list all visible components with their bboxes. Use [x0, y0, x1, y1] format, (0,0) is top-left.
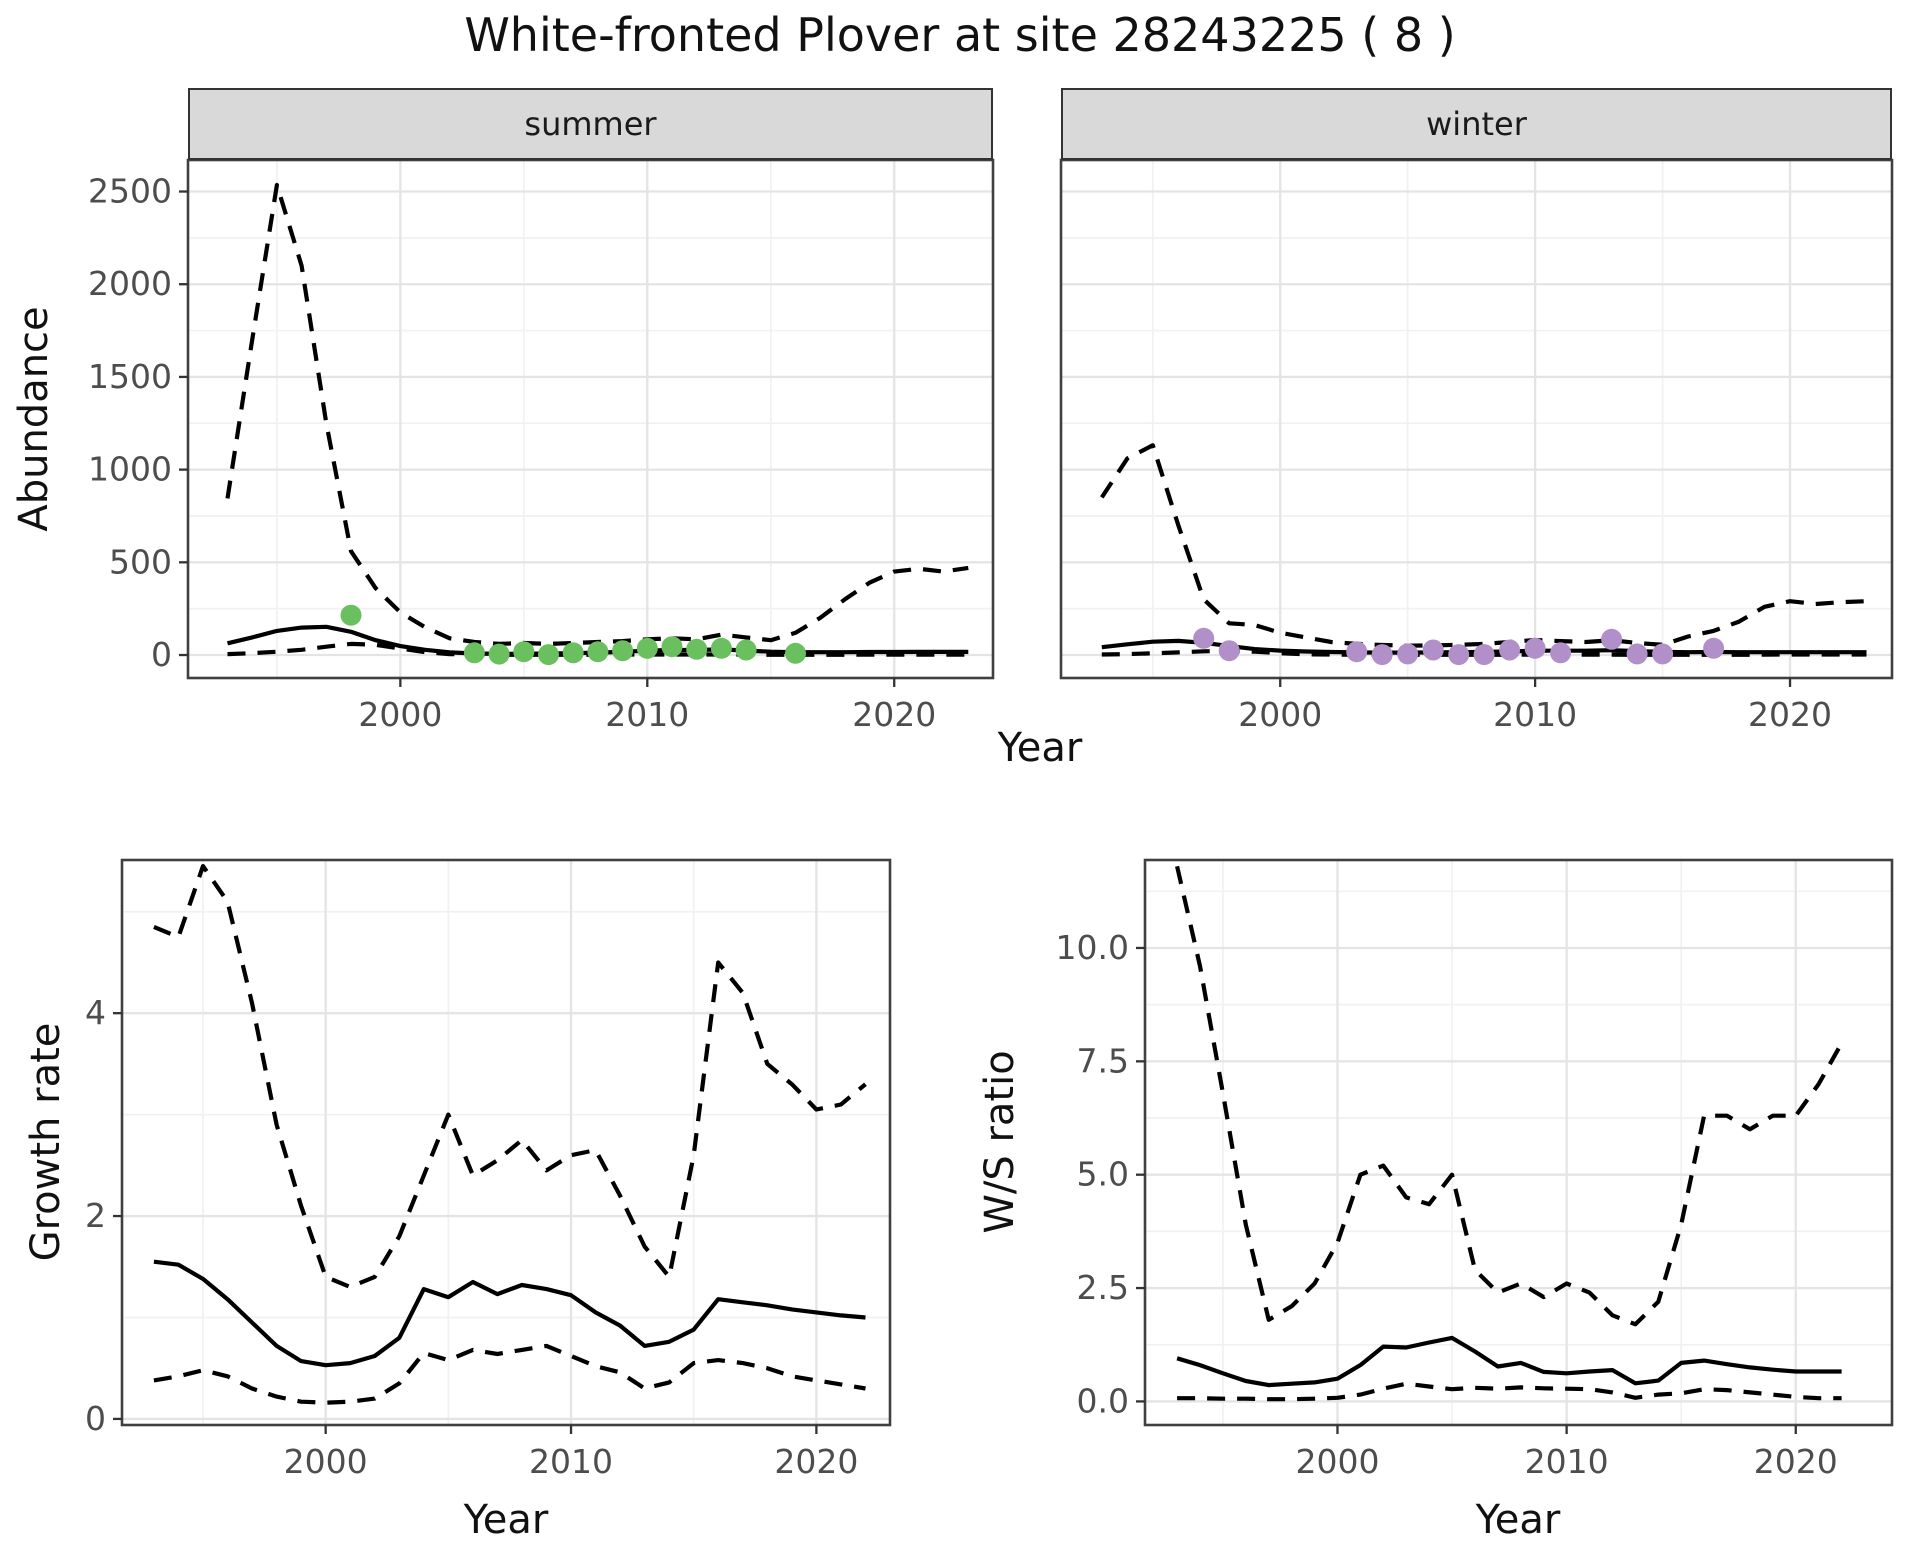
data-point [1499, 639, 1521, 661]
x-tick-label: 2020 [852, 695, 936, 734]
y-tick-label: 4 [85, 993, 106, 1032]
data-point [1703, 637, 1725, 659]
data-point [587, 641, 609, 663]
data-point [513, 641, 535, 663]
y-tick-label: 0 [151, 635, 172, 674]
panel-growth-rate: 2000 2010 2020 0 2 4 [85, 858, 892, 1481]
series-upper-ci-ws-ratio [1175, 865, 1844, 1327]
facet-strip-summer-label: summer [524, 105, 657, 143]
y-axis-title-ws: W/S ratio [977, 1050, 1023, 1234]
data-point [340, 604, 362, 626]
data-point [710, 637, 732, 659]
data-point [1652, 643, 1674, 665]
observed-counts-winter [1193, 627, 1725, 666]
data-point [1550, 642, 1572, 664]
y-tick-label: 0 [85, 1399, 106, 1438]
data-point [1601, 628, 1623, 650]
y-axis-title-growth: Growth rate [23, 1022, 69, 1262]
data-point [735, 639, 757, 661]
data-point [612, 640, 634, 662]
series-lower-ci-ws-ratio [1177, 1381, 1842, 1402]
x-tick-label: 2020 [774, 1442, 858, 1481]
data-point [1473, 644, 1495, 666]
data-point [686, 638, 708, 660]
data-point [785, 642, 806, 664]
facet-strip-winter-label: winter [1426, 105, 1527, 143]
x-tick-label: 2020 [1754, 1442, 1838, 1481]
y-tick-label: 10.0 [1056, 928, 1129, 967]
y-tick-label: 1500 [88, 357, 172, 396]
y-tick-label: 2000 [88, 264, 172, 303]
data-point [1218, 640, 1240, 662]
y-tick-label: 0.0 [1077, 1381, 1129, 1420]
x-axis-title-ws: Year [1475, 1497, 1561, 1543]
x-tick-label: 2010 [529, 1442, 613, 1481]
y-tick-label: 2500 [88, 172, 172, 211]
y-tick-label: 5.0 [1077, 1155, 1129, 1194]
data-point [488, 643, 510, 665]
series-upper-ci-abundance-winter [1100, 443, 1867, 648]
panel-abundance-winter: 2000 2010 2020 [1059, 158, 1894, 734]
data-point [1524, 637, 1546, 659]
x-tick-label: 2010 [1493, 695, 1577, 734]
y-tick-label: 7.5 [1077, 1041, 1129, 1080]
y-tick-label: 1000 [88, 450, 172, 489]
data-point [1397, 643, 1419, 665]
series-median-growth-rate [153, 1259, 866, 1368]
data-point [1422, 639, 1444, 661]
x-tick-label: 2000 [1238, 695, 1322, 734]
y-axis-title-abundance: Abundance [11, 306, 57, 532]
panel-ws-ratio: 2000 2010 2020 0.0 2.5 5.0 7.5 10.0 [1056, 858, 1894, 1481]
x-tick-label: 2000 [358, 695, 442, 734]
data-point [562, 642, 584, 664]
data-point [661, 636, 683, 658]
facet-strip-summer: summer [188, 88, 993, 160]
x-tick-label: 2010 [605, 695, 689, 734]
data-point [1626, 643, 1648, 665]
data-point [1193, 627, 1215, 649]
data-point [1346, 641, 1368, 663]
data-point [1371, 644, 1393, 666]
data-point [1448, 644, 1470, 666]
data-point [636, 637, 658, 659]
x-axis-title-growth: Year [463, 1497, 549, 1543]
plot-title: White-fronted Plover at site 28243225 ( … [464, 8, 1456, 62]
y-tick-label: 2.5 [1077, 1268, 1129, 1307]
x-axis-title-top: Year [997, 725, 1083, 771]
y-tick-label: 2 [85, 1196, 106, 1235]
x-tick-label: 2020 [1748, 695, 1832, 734]
panel-abundance-summer: 2000 2010 2020 0 500 1000 1500 2000 2500 [88, 158, 995, 734]
x-tick-label: 2010 [1525, 1442, 1609, 1481]
facet-strip-winter: winter [1061, 88, 1892, 160]
series-median-ws-ratio [1176, 1335, 1842, 1388]
x-tick-label: 2000 [284, 1442, 368, 1481]
y-tick-label: 500 [109, 542, 172, 581]
data-point [463, 642, 485, 664]
series-lower-ci-growth-rate [153, 1343, 866, 1405]
data-point [538, 644, 559, 666]
observed-counts-summer [340, 604, 806, 666]
x-tick-label: 2000 [1295, 1442, 1379, 1481]
series-upper-ci-growth-rate [153, 864, 867, 1290]
